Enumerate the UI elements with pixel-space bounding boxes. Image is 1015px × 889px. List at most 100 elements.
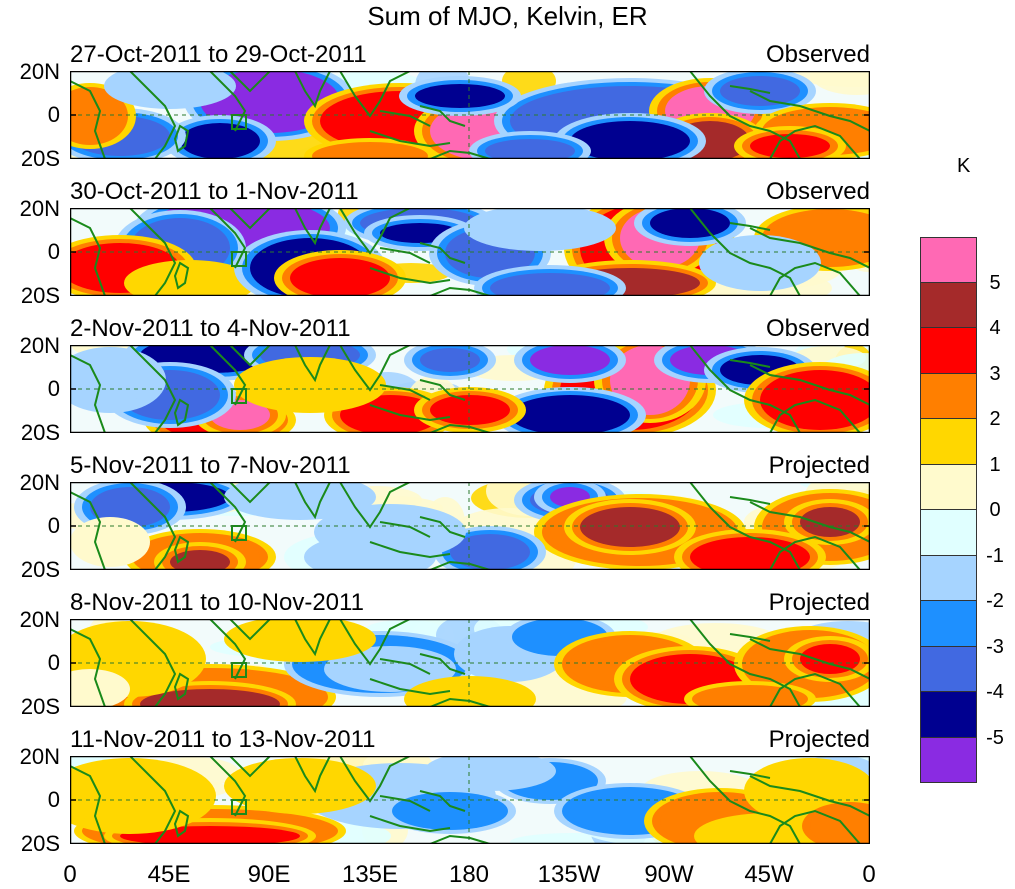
colorbar-label: 4 bbox=[989, 317, 1001, 339]
contour-blob bbox=[430, 395, 510, 425]
coastline bbox=[129, 482, 177, 570]
coastline bbox=[294, 619, 331, 657]
coastline bbox=[209, 208, 247, 269]
coastline bbox=[419, 242, 466, 264]
coastline bbox=[729, 496, 771, 505]
coastline bbox=[419, 105, 466, 127]
y-axis-label: 20N bbox=[19, 607, 60, 632]
coastline bbox=[729, 633, 771, 642]
contour-blob bbox=[650, 208, 730, 238]
contour-blob bbox=[570, 121, 690, 159]
coastline bbox=[229, 345, 271, 367]
anomaly-map bbox=[70, 482, 870, 570]
colorbar-swatch bbox=[920, 373, 977, 419]
coastline bbox=[339, 345, 411, 392]
coastline bbox=[339, 619, 411, 666]
coastline bbox=[339, 208, 411, 255]
coastline bbox=[70, 765, 106, 844]
coastline bbox=[769, 124, 861, 159]
panel-status: Observed bbox=[765, 178, 870, 205]
colorbar-label: -1 bbox=[986, 544, 1004, 567]
coastline bbox=[229, 208, 271, 230]
coastline bbox=[769, 809, 861, 844]
contour-blob bbox=[400, 796, 500, 826]
coastline bbox=[729, 770, 771, 779]
coastline bbox=[129, 756, 177, 844]
colorbar-unit: K bbox=[957, 155, 971, 177]
anomaly-map bbox=[70, 208, 870, 296]
colorbar-swatch bbox=[920, 282, 977, 328]
contour-blob bbox=[690, 537, 810, 570]
colorbar-swatch bbox=[920, 692, 977, 738]
colorbar-label: 2 bbox=[989, 408, 1001, 430]
coastline bbox=[173, 398, 190, 427]
contour-blob bbox=[800, 644, 860, 674]
coastline bbox=[294, 345, 331, 383]
y-axis-label: 20S bbox=[20, 146, 60, 171]
contour-blob bbox=[450, 534, 530, 570]
colorbar-label: 5 bbox=[989, 271, 1001, 294]
colorbar bbox=[920, 237, 977, 783]
panel-status: Observed bbox=[765, 41, 870, 68]
coastline bbox=[229, 756, 271, 778]
coastline bbox=[339, 482, 411, 529]
contour-blob bbox=[290, 258, 390, 296]
coastline bbox=[429, 423, 491, 433]
colorbar-swatch bbox=[920, 510, 977, 556]
y-axis-label: 20N bbox=[19, 333, 60, 358]
panel-date-range: 30-Oct-2011 to 1-Nov-2011 bbox=[70, 178, 359, 205]
coastline bbox=[70, 628, 106, 707]
colorbar-label: 3 bbox=[989, 362, 1001, 385]
figure-title: Sum of MJO, Kelvin, ER bbox=[367, 1, 648, 31]
y-axis-label: 20N bbox=[19, 744, 60, 769]
coastline bbox=[209, 345, 247, 406]
contour-blob bbox=[480, 213, 600, 243]
coastline bbox=[209, 482, 247, 543]
y-axis-label: 0 bbox=[47, 376, 60, 401]
panel-date-range: 5-Nov-2011 to 7-Nov-2011 bbox=[70, 452, 351, 479]
y-axis-label: 0 bbox=[47, 102, 60, 127]
coastline bbox=[369, 815, 451, 833]
coastline bbox=[129, 619, 177, 707]
coastline bbox=[369, 541, 451, 559]
x-axis-label: 180 bbox=[448, 861, 490, 888]
coastline bbox=[129, 71, 177, 159]
y-axis-label: 20S bbox=[20, 420, 60, 445]
colorbar-swatch bbox=[920, 646, 977, 692]
coastline bbox=[209, 756, 247, 817]
coastline bbox=[769, 398, 861, 433]
panel-date-range: 27-Oct-2011 to 29-Oct-2011 bbox=[70, 41, 367, 68]
coastline bbox=[429, 834, 491, 844]
coastline bbox=[209, 71, 247, 132]
contour-blob bbox=[420, 348, 480, 372]
panel-status: Observed bbox=[765, 315, 870, 342]
panel-date-range: 2-Nov-2011 to 4-Nov-2011 bbox=[70, 315, 351, 342]
map-panel-4: 5-Nov-2011 to 7-Nov-2011 Projected bbox=[70, 452, 870, 570]
coastline bbox=[429, 149, 491, 159]
panel-date-range: 11-Nov-2011 to 13-Nov-2011 bbox=[70, 726, 376, 753]
colorbar-swatch bbox=[920, 328, 977, 374]
coastline bbox=[379, 521, 431, 538]
coastline bbox=[689, 619, 801, 707]
coastline bbox=[769, 672, 861, 707]
coastline bbox=[70, 354, 106, 433]
contour-blob bbox=[240, 624, 360, 654]
contour-blob bbox=[140, 689, 280, 707]
contour-blob bbox=[70, 355, 150, 405]
coastline bbox=[749, 227, 870, 269]
contour-blob bbox=[510, 395, 630, 433]
contour-blob bbox=[715, 243, 805, 283]
contour-blob bbox=[530, 345, 610, 375]
map-panel-3: 2-Nov-2011 to 4-Nov-2011 Observed bbox=[70, 315, 870, 433]
coastline bbox=[689, 71, 801, 159]
coastline bbox=[379, 795, 431, 812]
colorbar-label: -3 bbox=[986, 635, 1004, 658]
contour-blob bbox=[810, 71, 870, 95]
coastline bbox=[419, 379, 466, 401]
y-axis-label: 20N bbox=[19, 196, 60, 221]
coastline bbox=[749, 501, 870, 543]
x-axis-label: 0 bbox=[862, 861, 876, 888]
map-panel-1: 27-Oct-2011 to 29-Oct-2011 Observed bbox=[70, 41, 870, 159]
x-axis-label: 90W bbox=[644, 861, 694, 888]
anomaly-map bbox=[70, 345, 870, 433]
